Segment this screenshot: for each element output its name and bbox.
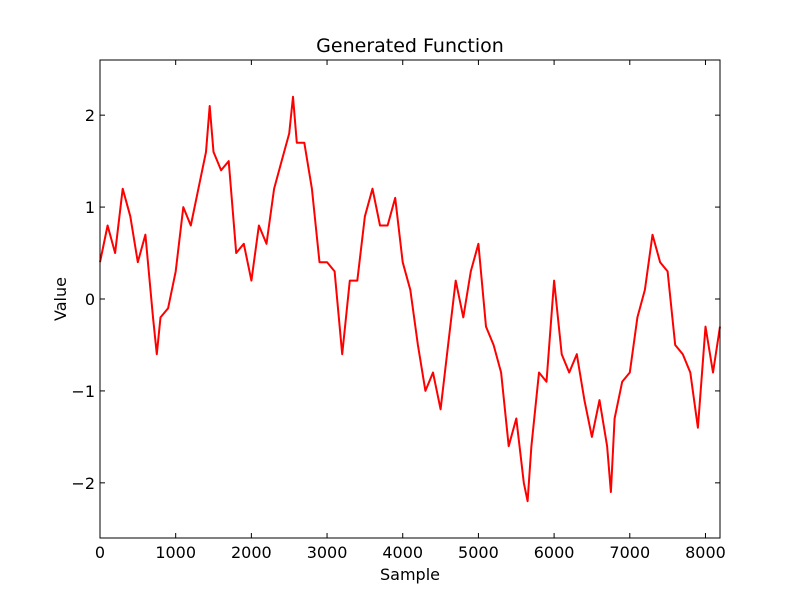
x-tick-label: 4000 xyxy=(382,543,423,562)
x-axis: 0 1000 2000 3000 4000 5000 6000 7000 8000 xyxy=(95,60,726,562)
x-tick-label: 7000 xyxy=(609,543,650,562)
x-axis-label: Sample xyxy=(380,565,440,584)
y-tick-label: −2 xyxy=(71,474,95,493)
x-tick-label: 1000 xyxy=(155,543,196,562)
y-tick-label: 1 xyxy=(85,198,95,217)
x-tick-label: 3000 xyxy=(307,543,348,562)
plot-area xyxy=(99,95,721,503)
y-axis: −2 −1 0 1 2 xyxy=(71,106,720,493)
y-tick-label: −1 xyxy=(71,382,95,401)
y-tick-label: 0 xyxy=(85,290,95,309)
chart-title: Generated Function xyxy=(316,35,504,57)
x-tick-label: 0 xyxy=(95,543,105,562)
x-tick-label: 8000 xyxy=(685,543,726,562)
x-tick-label: 6000 xyxy=(534,543,575,562)
series-line xyxy=(99,95,721,503)
plot-frame xyxy=(99,59,721,539)
y-tick-label: 2 xyxy=(85,106,95,125)
x-tick-label: 2000 xyxy=(231,543,272,562)
y-axis-label: Value xyxy=(51,277,70,321)
x-tick-label: 5000 xyxy=(458,543,499,562)
